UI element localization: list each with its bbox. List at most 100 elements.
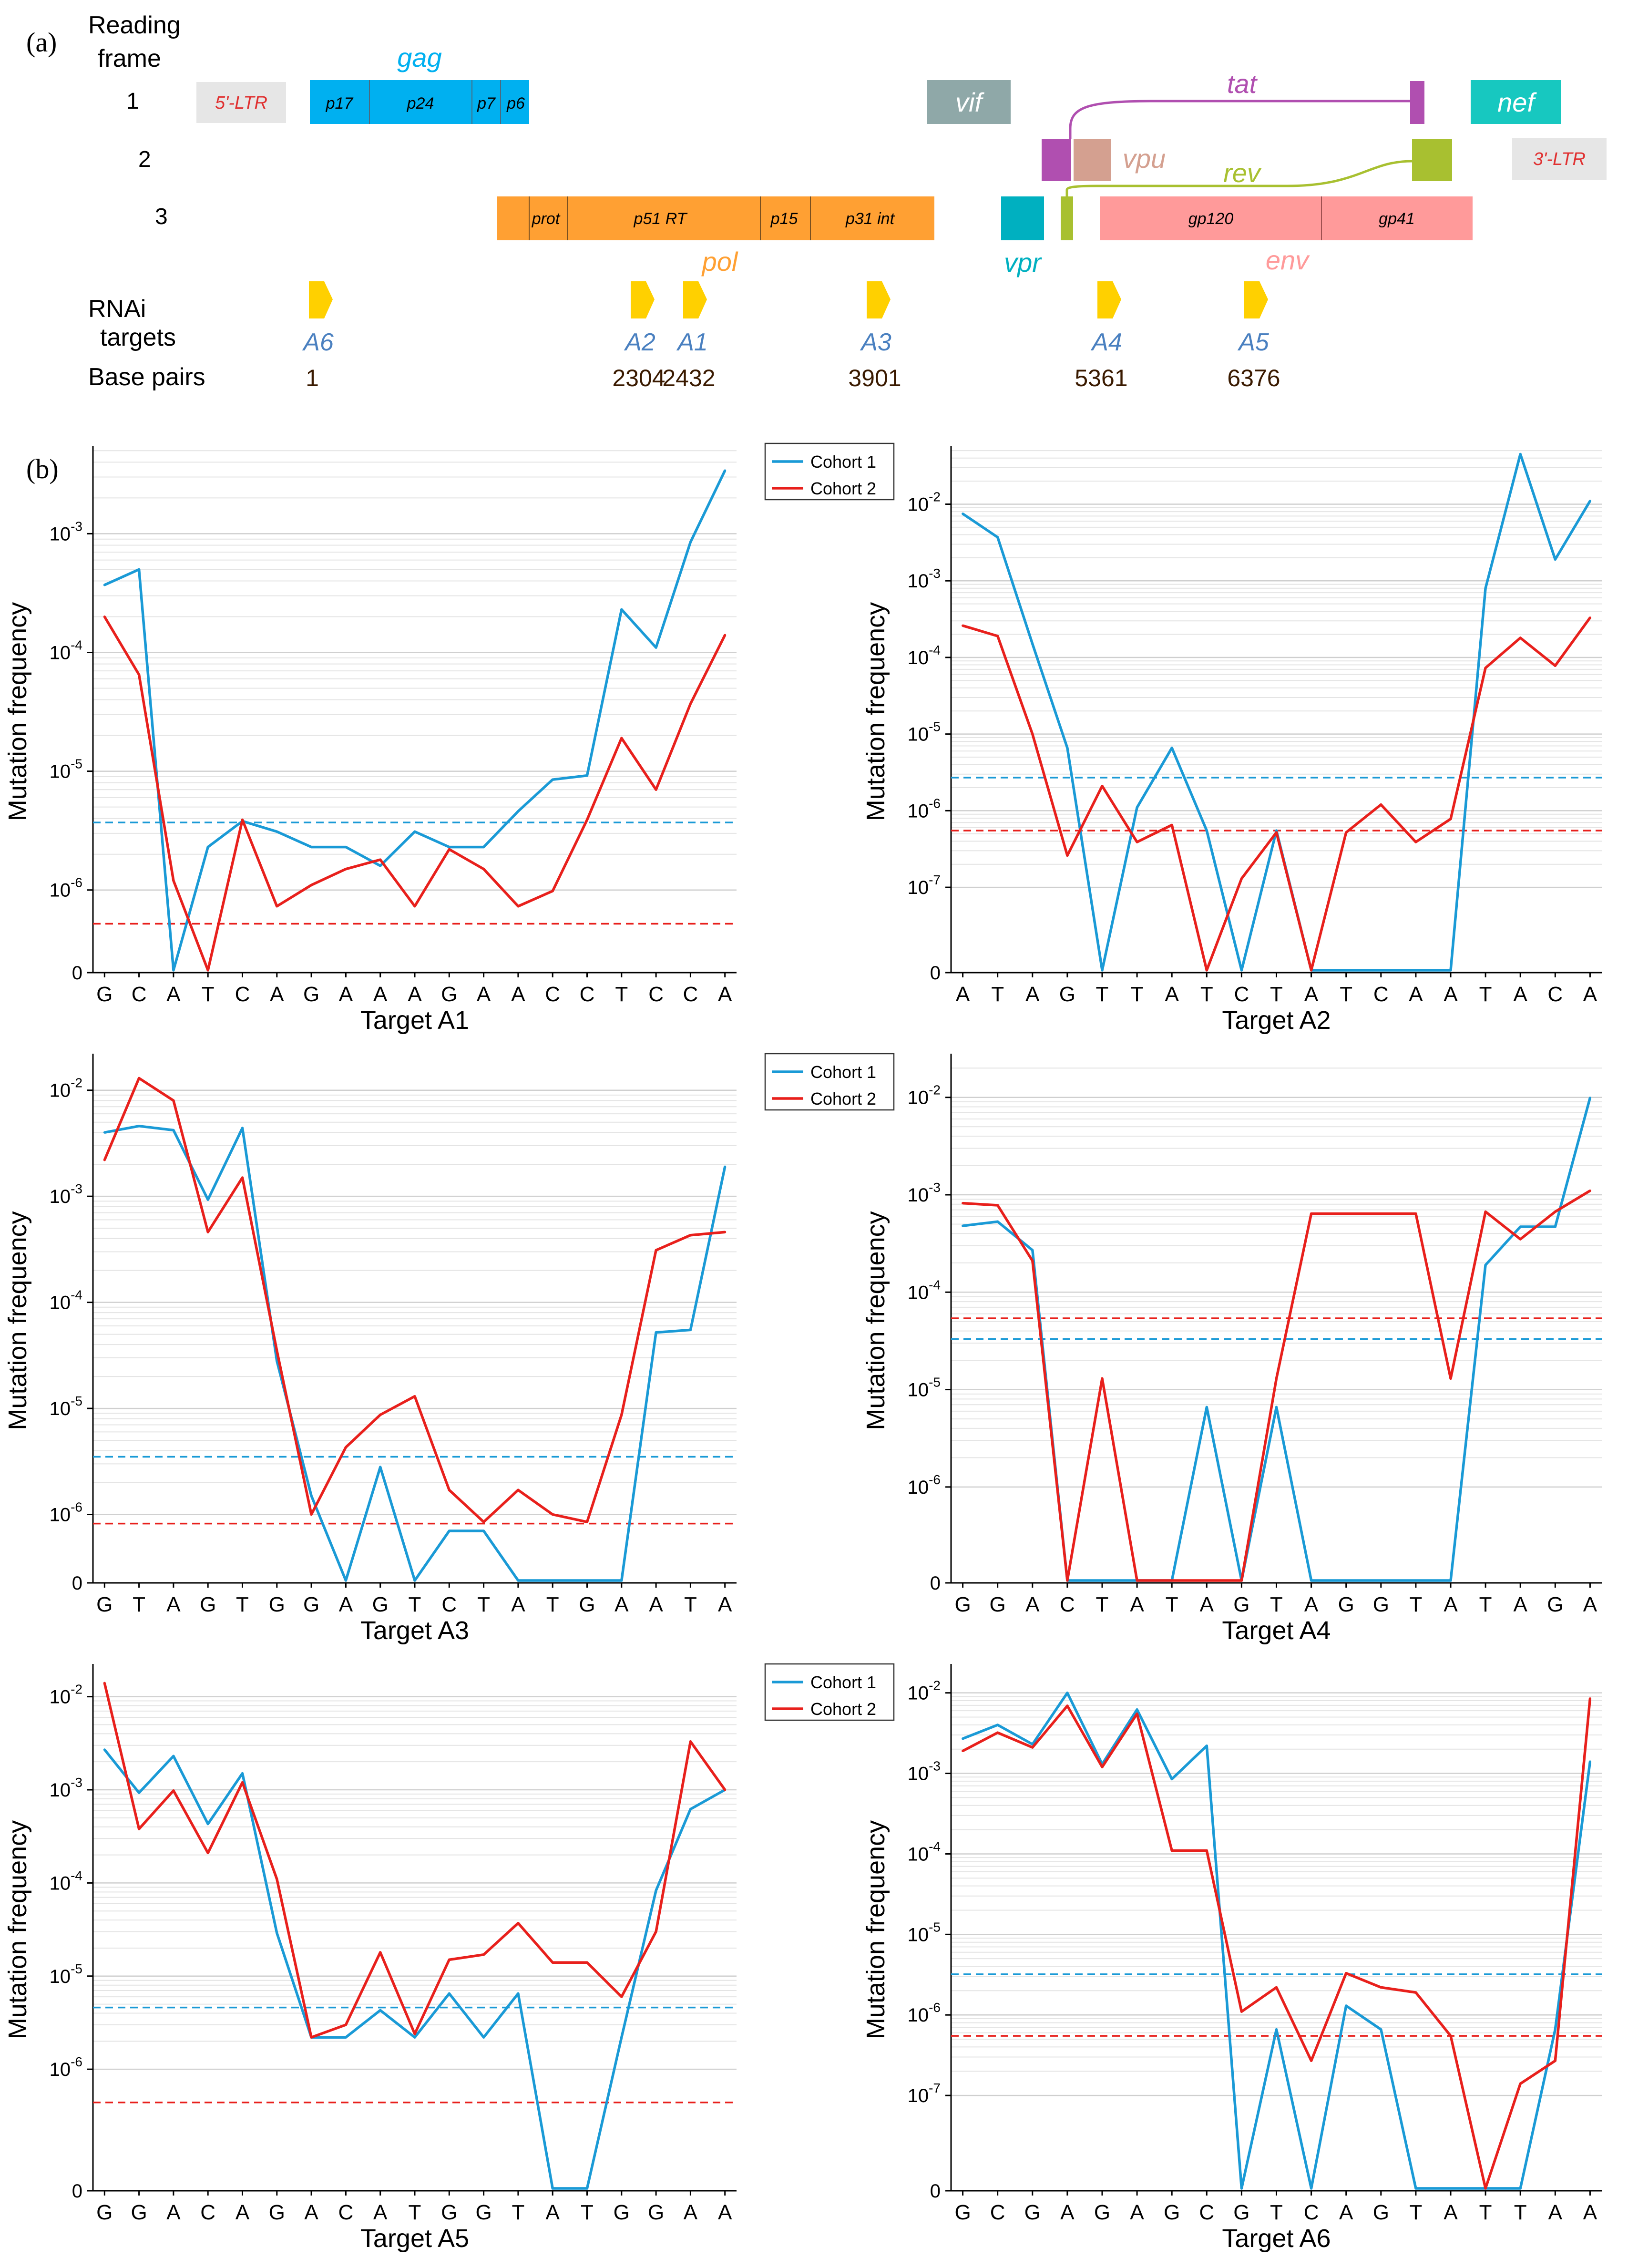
data-point [138,1077,141,1079]
y-tick-label: 10-4 [50,637,82,663]
vpu-box [1074,139,1111,181]
data-point [1414,1991,1417,1994]
data-point [517,810,520,813]
data-point [1101,969,1104,972]
y-tick-label: 10-4 [908,643,941,668]
data-point [1101,1579,1104,1582]
ltr3-label: 3'-LTR [1533,149,1586,169]
chart-target-a1: 010-610-510-410-3G C A T C A G A A A G A A C C T C C ATarg… [3,446,737,1035]
data-point [1275,1406,1278,1408]
x-tick-label: G [1233,1593,1249,1616]
nef-label: nef [1497,87,1537,117]
x-tick-label: C [1060,1593,1075,1616]
x-tick-label: C [1373,983,1389,1006]
data-point [1449,2034,1452,2037]
data-point [1380,1212,1382,1215]
data-point [551,2187,554,2190]
legend: Cohort 1 Cohort 2 [764,1663,895,1721]
series-line-cohort-1 [103,1748,726,2190]
y-axis-label: Mutation frequency [3,602,32,821]
tat-exon2-box [1410,81,1424,124]
data-point [1588,1097,1591,1099]
series-line-cohort-1 [962,452,1591,972]
x-tick-label: A [1444,983,1458,1006]
x-tick-label: C [683,983,698,1006]
data-point [1588,616,1591,619]
x-tick-label: G [1164,2201,1180,2224]
data-point [344,1579,347,1582]
y-tick-label: 10-3 [908,1759,941,1785]
data-point [551,1579,554,1582]
vpu-label: vpu [1123,144,1166,174]
x-tick-label: G [954,1593,971,1616]
data-point [206,1823,209,1826]
y-tick-label: 0 [930,1573,941,1594]
rev-label: rev [1223,158,1262,188]
data-point [1066,854,1069,857]
data-point [172,1789,175,1792]
legend: Cohort 1 Cohort 2 [764,442,895,501]
data-point [172,1099,175,1102]
series-line-cohort-1 [962,1691,1592,2190]
y-tick-label: 10-7 [908,2081,941,2106]
data-point [413,1395,416,1398]
rev-exon1-box [1061,196,1073,240]
x-tick-label: G [200,1593,216,1616]
x-tick-label: G [1094,2201,1110,2224]
data-point [1519,636,1522,639]
x-tick-label: A [1409,983,1423,1006]
y-tick-label: 10-7 [908,872,941,898]
reading-frame-label-line2: frame [98,45,161,72]
rnai-label-line1: RNAi [88,295,146,323]
data-point [172,1755,175,1757]
data-point [689,541,692,544]
x-tick-label: C [132,983,147,1006]
x-tick-label: T [1200,983,1213,1006]
data-point [379,858,382,861]
data-point [1031,1249,1034,1252]
data-point [344,2023,347,2026]
x-tick-label: A [373,2201,388,2224]
x-tick-label: A [614,1593,629,1616]
data-point [1414,1212,1417,1215]
data-point [1275,831,1278,834]
data-point [172,1129,175,1132]
x-tick-label: T [202,983,215,1006]
x-tick-label: T [1096,983,1109,1006]
data-point [1380,969,1382,972]
y-tick-label: 10-2 [908,1678,941,1704]
x-tick-label: T [546,1593,559,1616]
data-point [276,1349,278,1352]
data-point [1345,1212,1348,1215]
legend-box [764,1053,895,1111]
data-point [138,1827,141,1830]
x-tick-label: A [1130,2201,1144,2224]
data-point [1031,1746,1034,1749]
data-point [482,846,485,849]
data-point [620,608,623,611]
x-tick-label: G [1338,1593,1354,1616]
x-tick-label: A [1444,1593,1458,1616]
x-tick-label: A [1583,2201,1597,2224]
data-point [1588,1760,1591,1763]
mutation-frequency-charts: 010-610-510-410-3G C A T C A G A A A G A A C C T C C ATarg… [3,442,1602,2253]
data-point [1170,1579,1173,1582]
data-point [482,1520,485,1523]
data-point [241,1176,244,1179]
data-point [1449,2187,1452,2190]
data-point [1484,1211,1487,1213]
series-line-cohort-2 [962,1190,1591,1582]
y-tick-label: 10-5 [908,1375,941,1401]
env-box [1100,196,1473,240]
data-point [1205,1579,1208,1582]
data-point [620,1579,623,1582]
data-point [620,1414,623,1416]
nef-box [1471,80,1561,124]
y-tick-label: 10-6 [908,2000,941,2026]
gp120-label: gp120 [1188,210,1234,228]
series-line-cohort-2 [962,1698,1592,2190]
data-point [1240,2187,1243,2190]
data-point [1519,2082,1522,2085]
data-point [1310,2059,1313,2062]
